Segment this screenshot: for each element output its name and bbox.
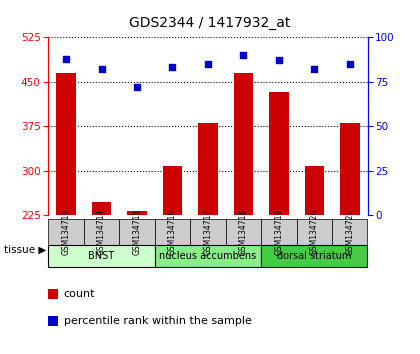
Bar xyxy=(155,218,190,245)
Text: GSM134720: GSM134720 xyxy=(310,209,319,255)
Bar xyxy=(297,218,332,245)
Text: GSM134715: GSM134715 xyxy=(132,209,142,255)
Bar xyxy=(198,123,218,216)
Text: GDS2344 / 1417932_at: GDS2344 / 1417932_at xyxy=(129,16,291,30)
Point xyxy=(98,67,105,72)
Text: dorsal striatum: dorsal striatum xyxy=(277,251,352,261)
Bar xyxy=(261,245,368,267)
Text: count: count xyxy=(64,289,95,299)
Bar xyxy=(261,218,297,245)
Text: nucleus accumbens: nucleus accumbens xyxy=(159,251,257,261)
Bar xyxy=(269,92,289,216)
Point xyxy=(276,57,282,63)
Text: BNST: BNST xyxy=(89,251,115,261)
Point xyxy=(134,84,140,90)
Point xyxy=(205,61,211,67)
Text: GSM134714: GSM134714 xyxy=(97,209,106,255)
Bar xyxy=(332,218,368,245)
Point xyxy=(240,52,247,58)
Text: GSM134721: GSM134721 xyxy=(345,209,354,255)
Text: percentile rank within the sample: percentile rank within the sample xyxy=(64,316,252,326)
Bar xyxy=(48,218,84,245)
Point xyxy=(311,67,318,72)
Text: GSM134713: GSM134713 xyxy=(62,209,71,255)
Text: tissue ▶: tissue ▶ xyxy=(4,245,47,255)
Bar xyxy=(340,123,360,216)
Point xyxy=(63,56,69,61)
Point xyxy=(346,61,353,67)
Bar xyxy=(92,202,111,216)
Bar xyxy=(163,166,182,216)
Text: GSM134717: GSM134717 xyxy=(203,209,213,255)
Bar xyxy=(304,166,324,216)
Point xyxy=(169,65,176,70)
Bar xyxy=(127,211,147,216)
Bar xyxy=(226,218,261,245)
Bar xyxy=(234,73,253,216)
Bar xyxy=(155,245,261,267)
Text: GSM134719: GSM134719 xyxy=(274,209,284,255)
Text: GSM134718: GSM134718 xyxy=(239,209,248,255)
Text: GSM134716: GSM134716 xyxy=(168,209,177,255)
Bar xyxy=(56,73,76,216)
Bar xyxy=(119,218,155,245)
Bar xyxy=(48,245,155,267)
Bar xyxy=(190,218,226,245)
Bar xyxy=(84,218,119,245)
